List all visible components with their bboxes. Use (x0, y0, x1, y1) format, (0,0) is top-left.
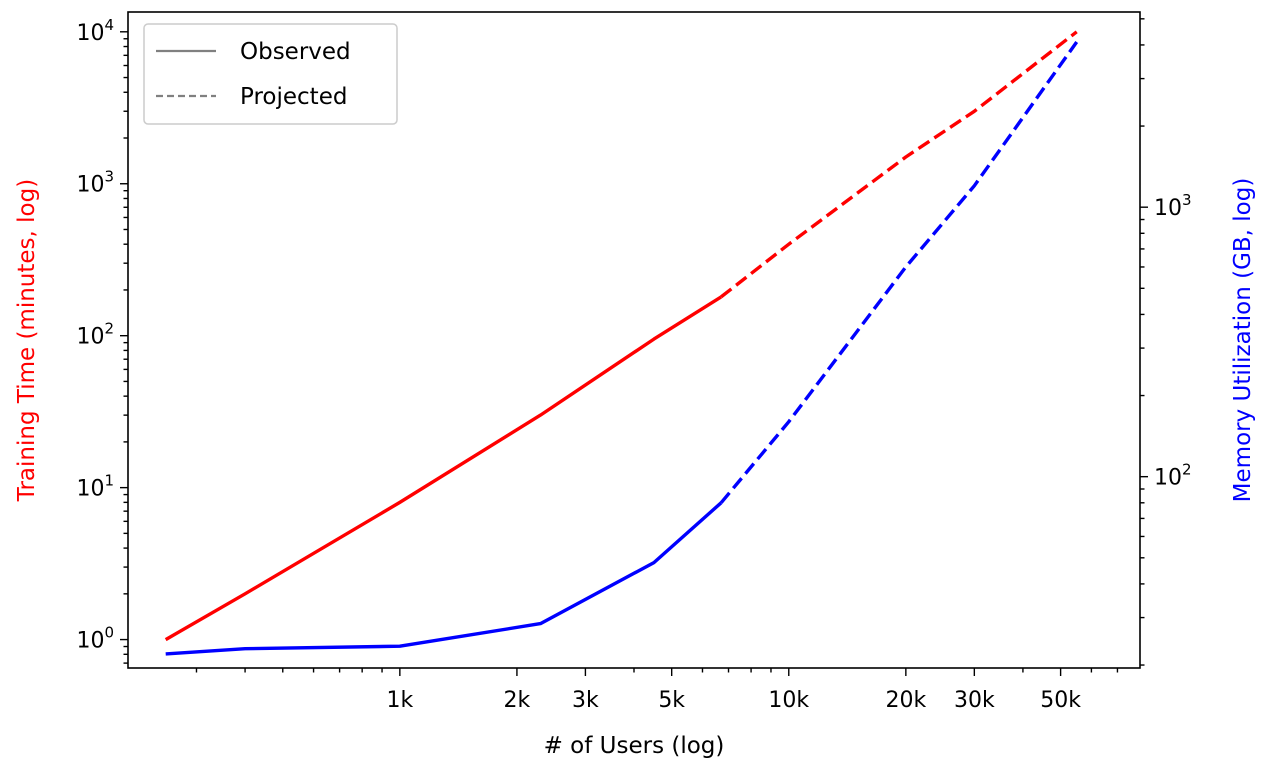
x-axis-title: # of Users (log) (544, 733, 725, 759)
y-left-tick-label: 100 (76, 624, 114, 654)
y-left-tick-label: 103 (76, 168, 114, 198)
x-tick-label: 1k (386, 688, 413, 713)
y-right-tick-label: 103 (1154, 191, 1192, 221)
series-line-training-dashed (720, 30, 1078, 299)
x-tick-label: 50k (1040, 688, 1081, 713)
y-right-tick-label: 102 (1154, 461, 1192, 491)
series-layer (164, 30, 1079, 656)
legend-box (143, 23, 398, 125)
legend-observed-label: Observed (240, 39, 351, 65)
y-right-axis-title: Memory Utilization (GB, log) (1230, 178, 1256, 503)
y-left-tick-label: 101 (76, 472, 114, 502)
y-left-tick-label: 104 (76, 16, 114, 46)
x-tick-label: 20k (885, 688, 926, 713)
legend: Observed Projected (143, 23, 398, 125)
y-left-axis-title: Training Time (minutes, log) (14, 179, 40, 502)
y-left-tick-label: 102 (76, 320, 114, 350)
x-tick-label: 5k (658, 688, 685, 713)
series-line-training-solid (164, 295, 723, 642)
x-tick-label: 30k (954, 688, 995, 713)
x-tick-label: 2k (504, 688, 531, 713)
x-tick-label: 10k (768, 688, 809, 713)
tick-layer: 1k 2k 3k 5k 10k 20k 30k 50k 100 101 102 103 104 102 10… (76, 16, 1191, 713)
legend-projected-label: Projected (240, 84, 347, 110)
x-tick-label: 3k (572, 688, 599, 713)
series-line-memory-solid (165, 501, 723, 656)
series-line-memory-dashed (719, 41, 1079, 504)
